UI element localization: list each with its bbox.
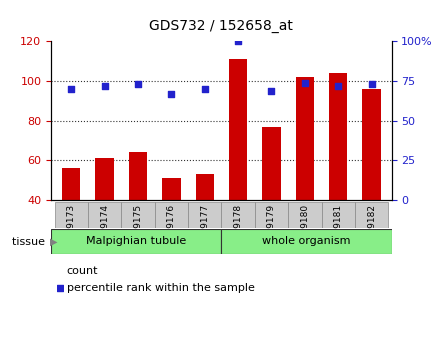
Bar [162,178,181,279]
Bar [51,229,222,254]
Point [268,88,275,93]
Bar [222,202,255,228]
Text: GSM29175: GSM29175 [134,204,142,253]
Bar [95,158,114,279]
Text: GSM29178: GSM29178 [234,204,243,253]
Bar [295,77,314,279]
Point [201,86,208,92]
Bar [229,59,247,279]
Point [101,83,108,89]
Point [235,39,242,44]
Bar [255,202,288,228]
Point [57,285,64,291]
Point [335,83,342,89]
Point [68,86,75,92]
Text: GSM29181: GSM29181 [334,204,343,253]
Point [301,80,308,86]
Bar [262,127,281,279]
Text: tissue: tissue [12,237,49,246]
Bar [195,174,214,279]
Text: GSM29182: GSM29182 [367,204,376,253]
Bar [129,152,147,279]
Bar [188,202,222,228]
Text: count: count [67,266,98,276]
Point [134,81,142,87]
Text: GSM29179: GSM29179 [267,204,276,253]
Bar [222,229,392,254]
Text: GSM29176: GSM29176 [167,204,176,253]
Bar [362,89,381,279]
Point [368,81,375,87]
Bar [121,202,155,228]
Bar [88,202,121,228]
Text: ▶: ▶ [50,237,58,246]
Bar [322,202,355,228]
Bar [329,73,348,279]
Bar [355,202,388,228]
Text: GSM29174: GSM29174 [100,204,109,253]
Bar [62,168,81,279]
Bar [288,202,322,228]
Bar [55,202,88,228]
Text: percentile rank within the sample: percentile rank within the sample [67,283,255,293]
Text: GSM29177: GSM29177 [200,204,209,253]
Text: Malpighian tubule: Malpighian tubule [86,237,186,246]
Text: GSM29180: GSM29180 [300,204,309,253]
Text: GSM29173: GSM29173 [67,204,76,253]
Text: whole organism: whole organism [262,237,351,246]
Point [168,91,175,97]
Bar [155,202,188,228]
Text: GDS732 / 152658_at: GDS732 / 152658_at [150,19,293,33]
